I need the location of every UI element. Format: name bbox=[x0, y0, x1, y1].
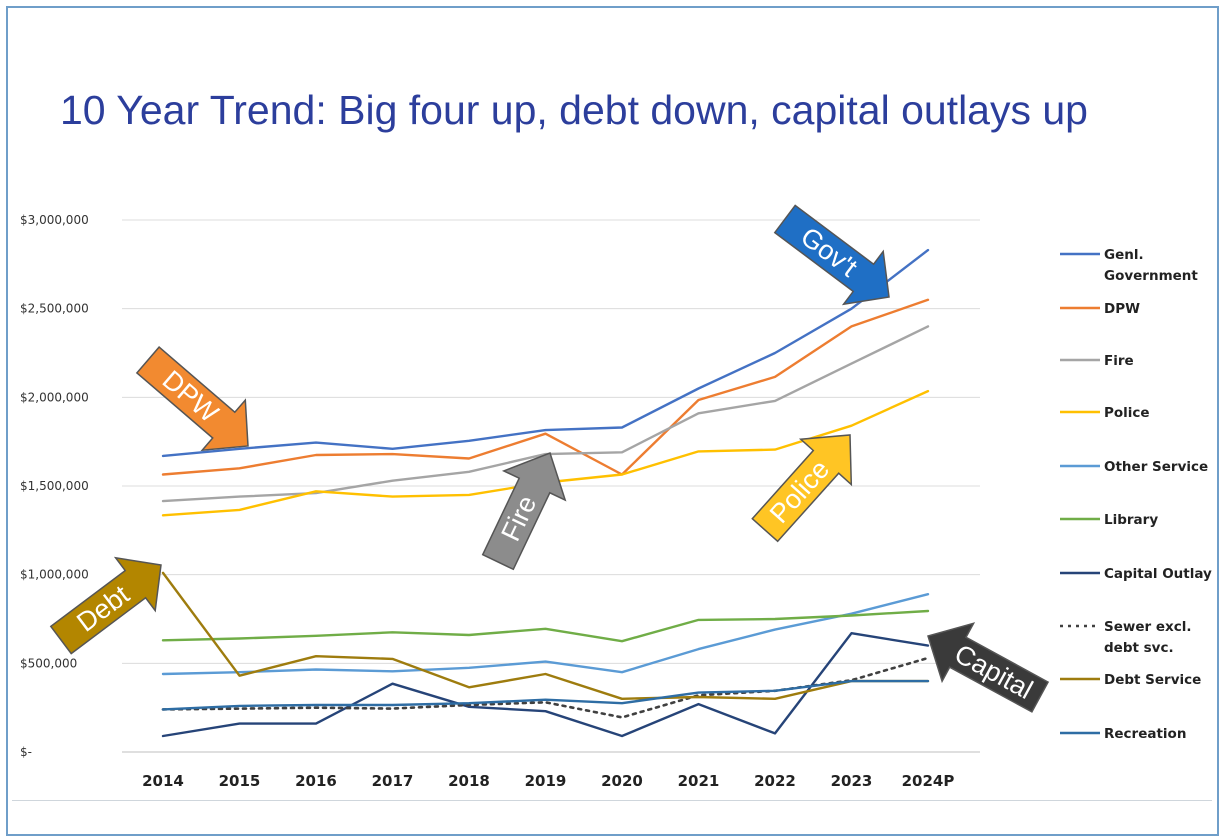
legend-label: Debt Service bbox=[1104, 672, 1201, 688]
legend-label: debt svc. bbox=[1104, 640, 1174, 656]
legend-item: Recreation bbox=[1060, 726, 1186, 742]
legend-label: Fire bbox=[1104, 353, 1134, 369]
legend-item: Other Service bbox=[1060, 459, 1208, 475]
x-tick-label: 2015 bbox=[219, 772, 261, 790]
x-tick-label: 2022 bbox=[754, 772, 796, 790]
x-tick-label: 2014 bbox=[142, 772, 184, 790]
y-tick-label: $2,500,000 bbox=[20, 302, 89, 316]
x-tick-label: 2021 bbox=[678, 772, 720, 790]
legend-label: Library bbox=[1104, 512, 1158, 528]
series-line bbox=[161, 679, 930, 711]
series-dpw bbox=[161, 298, 930, 476]
legend-label: Recreation bbox=[1104, 726, 1186, 742]
legend-item: Capital Outlay bbox=[1060, 566, 1212, 582]
slide-frame bbox=[6, 6, 1219, 836]
legend-item: Fire bbox=[1060, 353, 1134, 369]
x-tick-label: 2018 bbox=[448, 772, 490, 790]
legend-label: DPW bbox=[1104, 301, 1140, 317]
legend-label: Capital Outlay bbox=[1104, 566, 1212, 582]
arrow-label: Capital bbox=[950, 638, 1038, 705]
divider bbox=[12, 800, 1212, 801]
legend-item: DPW bbox=[1060, 301, 1140, 317]
legend-item: Debt Service bbox=[1060, 672, 1201, 688]
y-tick-label: $500,000 bbox=[20, 656, 77, 670]
series-capital-outlay bbox=[161, 632, 930, 738]
arrow-shape bbox=[751, 434, 853, 543]
legend-label: Sewer excl. bbox=[1104, 619, 1192, 635]
legend-item: Sewer excl. debt svc. bbox=[1060, 619, 1192, 656]
legend-label: Genl. bbox=[1104, 247, 1144, 263]
annotation-arrow-capital: Capital bbox=[927, 622, 1050, 713]
series-library bbox=[161, 609, 930, 643]
series-genl-government bbox=[161, 248, 930, 458]
annotation-arrow-fire: Fire bbox=[481, 452, 567, 571]
x-tick-label: 2024P bbox=[902, 772, 955, 790]
x-tick-label: 2023 bbox=[831, 772, 873, 790]
arrow-shape bbox=[481, 452, 567, 571]
annotation-arrow-dpw: DPW bbox=[135, 346, 249, 452]
series-other-service bbox=[161, 593, 930, 676]
legend-label: Government bbox=[1104, 268, 1198, 284]
y-tick-label: $2,000,000 bbox=[20, 390, 89, 404]
legend-item: Genl. Government bbox=[1060, 247, 1198, 284]
series-line bbox=[161, 609, 930, 643]
y-tick-label: $1,500,000 bbox=[20, 479, 89, 493]
arrow-shape bbox=[773, 204, 890, 306]
legend-item: Police bbox=[1060, 405, 1150, 421]
series-recreation bbox=[161, 679, 930, 711]
series-line bbox=[161, 571, 930, 700]
y-tick-label: $3,000,000 bbox=[20, 213, 89, 227]
legend-label: Other Service bbox=[1104, 459, 1208, 475]
y-tick-label: $- bbox=[20, 745, 32, 759]
x-tick-label: 2019 bbox=[525, 772, 567, 790]
legend-item: Library bbox=[1060, 512, 1158, 528]
arrow-shape bbox=[135, 346, 249, 452]
arrow-shape bbox=[927, 622, 1050, 713]
x-tick-label: 2017 bbox=[372, 772, 414, 790]
y-tick-label: $1,000,000 bbox=[20, 568, 89, 582]
slide-title: 10 Year Trend: Big four up, debt down, c… bbox=[60, 87, 1088, 133]
series-debt-service bbox=[161, 571, 930, 700]
x-tick-label: 2020 bbox=[601, 772, 643, 790]
x-tick-label: 2016 bbox=[295, 772, 337, 790]
arrow-shape bbox=[49, 556, 162, 655]
legend-label: Police bbox=[1104, 405, 1150, 421]
series-line bbox=[161, 593, 930, 676]
